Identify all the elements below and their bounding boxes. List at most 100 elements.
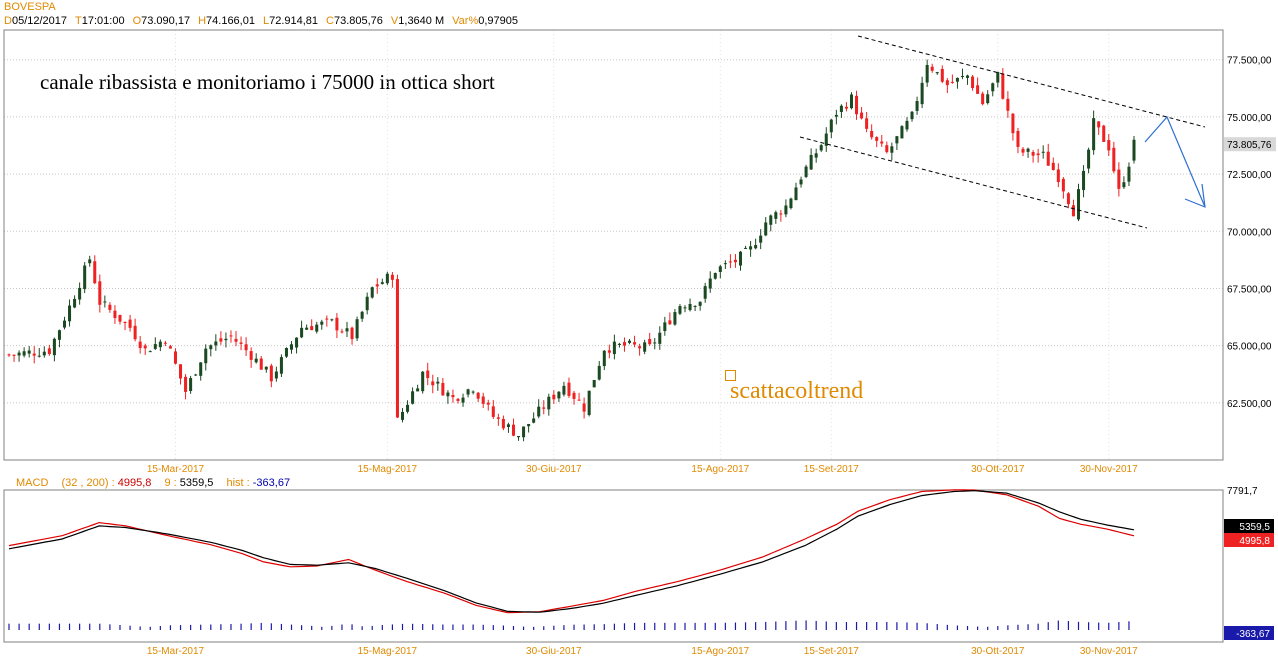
candle-body	[501, 418, 505, 429]
overlays	[799, 35, 1206, 229]
candle-body	[168, 346, 172, 349]
candle-body	[532, 418, 536, 423]
candle-body	[602, 350, 606, 367]
candle-body	[264, 366, 268, 370]
candle-body	[986, 94, 990, 104]
candle-body	[103, 301, 107, 303]
macd-panel	[8, 489, 1135, 630]
candle-body	[607, 350, 611, 353]
ohlc-value: 17:01:00	[81, 15, 125, 27]
candle-body	[708, 278, 712, 289]
candle-body	[829, 119, 833, 133]
ohlc-value: 0,97905	[478, 15, 518, 27]
candle-body	[895, 136, 899, 144]
candle-body	[966, 75, 970, 78]
macd-name: MACD	[16, 477, 49, 489]
candle-body	[17, 352, 21, 356]
candle-body	[380, 282, 384, 284]
candle-body	[411, 391, 415, 404]
candle-body	[738, 251, 743, 266]
candle-body	[1036, 153, 1040, 156]
candle-body	[1021, 148, 1025, 153]
candle-body	[143, 345, 147, 349]
last-price-label: 73.805,76	[1227, 140, 1272, 151]
candle-body	[814, 153, 818, 158]
macd-header: MACD (32 , 200) : 4995,8 9 : 5359,5 hist…	[16, 477, 290, 489]
candle-body	[572, 392, 576, 399]
candle-body	[229, 335, 233, 337]
panel-frames	[3, 29, 1224, 643]
candle-body	[940, 68, 944, 82]
candle-body	[638, 346, 642, 349]
candle-body	[295, 337, 299, 348]
ohlc-value: 73.805,76	[333, 15, 383, 27]
candle-body	[981, 93, 985, 105]
candle-body	[663, 322, 667, 332]
macd-panel-frame	[3, 489, 1224, 643]
candle-body	[204, 348, 208, 364]
candle-body	[1127, 166, 1131, 182]
candle-body	[849, 94, 854, 109]
candle-body	[98, 281, 102, 305]
ohlc-value: 1,3640 M	[398, 15, 445, 27]
candle-body	[153, 344, 157, 349]
y-tick-label: 67.500,00	[1227, 284, 1272, 295]
y-tick-label: 77.500,00	[1227, 56, 1272, 67]
candle-body	[32, 353, 36, 356]
candle-body	[158, 341, 162, 348]
candle-body	[673, 312, 677, 325]
candle-body	[804, 166, 808, 177]
candle-body	[996, 71, 1000, 83]
candle-body	[875, 137, 879, 141]
macd-series-line	[8, 489, 1135, 614]
candle-body	[481, 396, 485, 404]
candle-body	[194, 374, 198, 376]
candle-body	[880, 141, 884, 144]
ohlc-key: Var%	[452, 15, 479, 27]
candle-body	[57, 330, 61, 340]
ohlc-readout: D05/12/2017 T17:01:00 O73.090,17 H74.166,01…	[4, 15, 526, 27]
x-tick-label-macd: 15-Set-2017	[804, 646, 859, 657]
candle-body	[643, 342, 647, 352]
candle-body	[179, 364, 183, 379]
candle-body	[794, 187, 798, 201]
macd-params: (32 , 200) :	[61, 477, 115, 489]
candle-body	[728, 261, 732, 263]
candle-body	[118, 314, 122, 322]
signal-value: 5359,5	[179, 477, 214, 489]
candle-body	[759, 235, 763, 243]
candle-body	[83, 265, 87, 290]
signal-last-tag	[1224, 519, 1274, 533]
candle-body	[779, 213, 783, 215]
candle-body	[1001, 73, 1005, 99]
candle-body	[52, 338, 56, 356]
candle-body	[1041, 151, 1045, 153]
candle-body	[839, 105, 843, 112]
candle-body	[819, 145, 823, 151]
hist-label: hist :	[226, 477, 250, 489]
chart-title: BOVESPA	[4, 1, 56, 13]
candle-body	[960, 75, 964, 77]
candle-body	[189, 378, 193, 391]
y-tick-label: 70.000,00	[1227, 227, 1272, 238]
candle-body	[537, 406, 541, 417]
candle-body	[254, 358, 258, 363]
candle-body	[653, 342, 657, 344]
candle-body	[73, 298, 77, 308]
x-tick-label: 15-Mag-2017	[358, 464, 418, 475]
candle-body	[834, 114, 838, 117]
candle-body	[436, 381, 440, 384]
candle-body	[527, 424, 531, 427]
x-tick-label-macd: 30-Ott-2017	[971, 646, 1025, 657]
candle-body	[249, 351, 253, 360]
y-tick-label: 65.000,00	[1227, 342, 1272, 353]
candle-body	[678, 306, 682, 314]
candle-body	[900, 126, 904, 139]
candle-body	[456, 398, 460, 401]
candle-body	[915, 101, 919, 111]
ohlc-key: H	[198, 15, 207, 27]
ohlc-value: 73.090,17	[141, 15, 191, 27]
candle-body	[648, 338, 652, 345]
candle-body	[1006, 98, 1010, 111]
hist-last-label: -363,67	[1236, 629, 1270, 640]
